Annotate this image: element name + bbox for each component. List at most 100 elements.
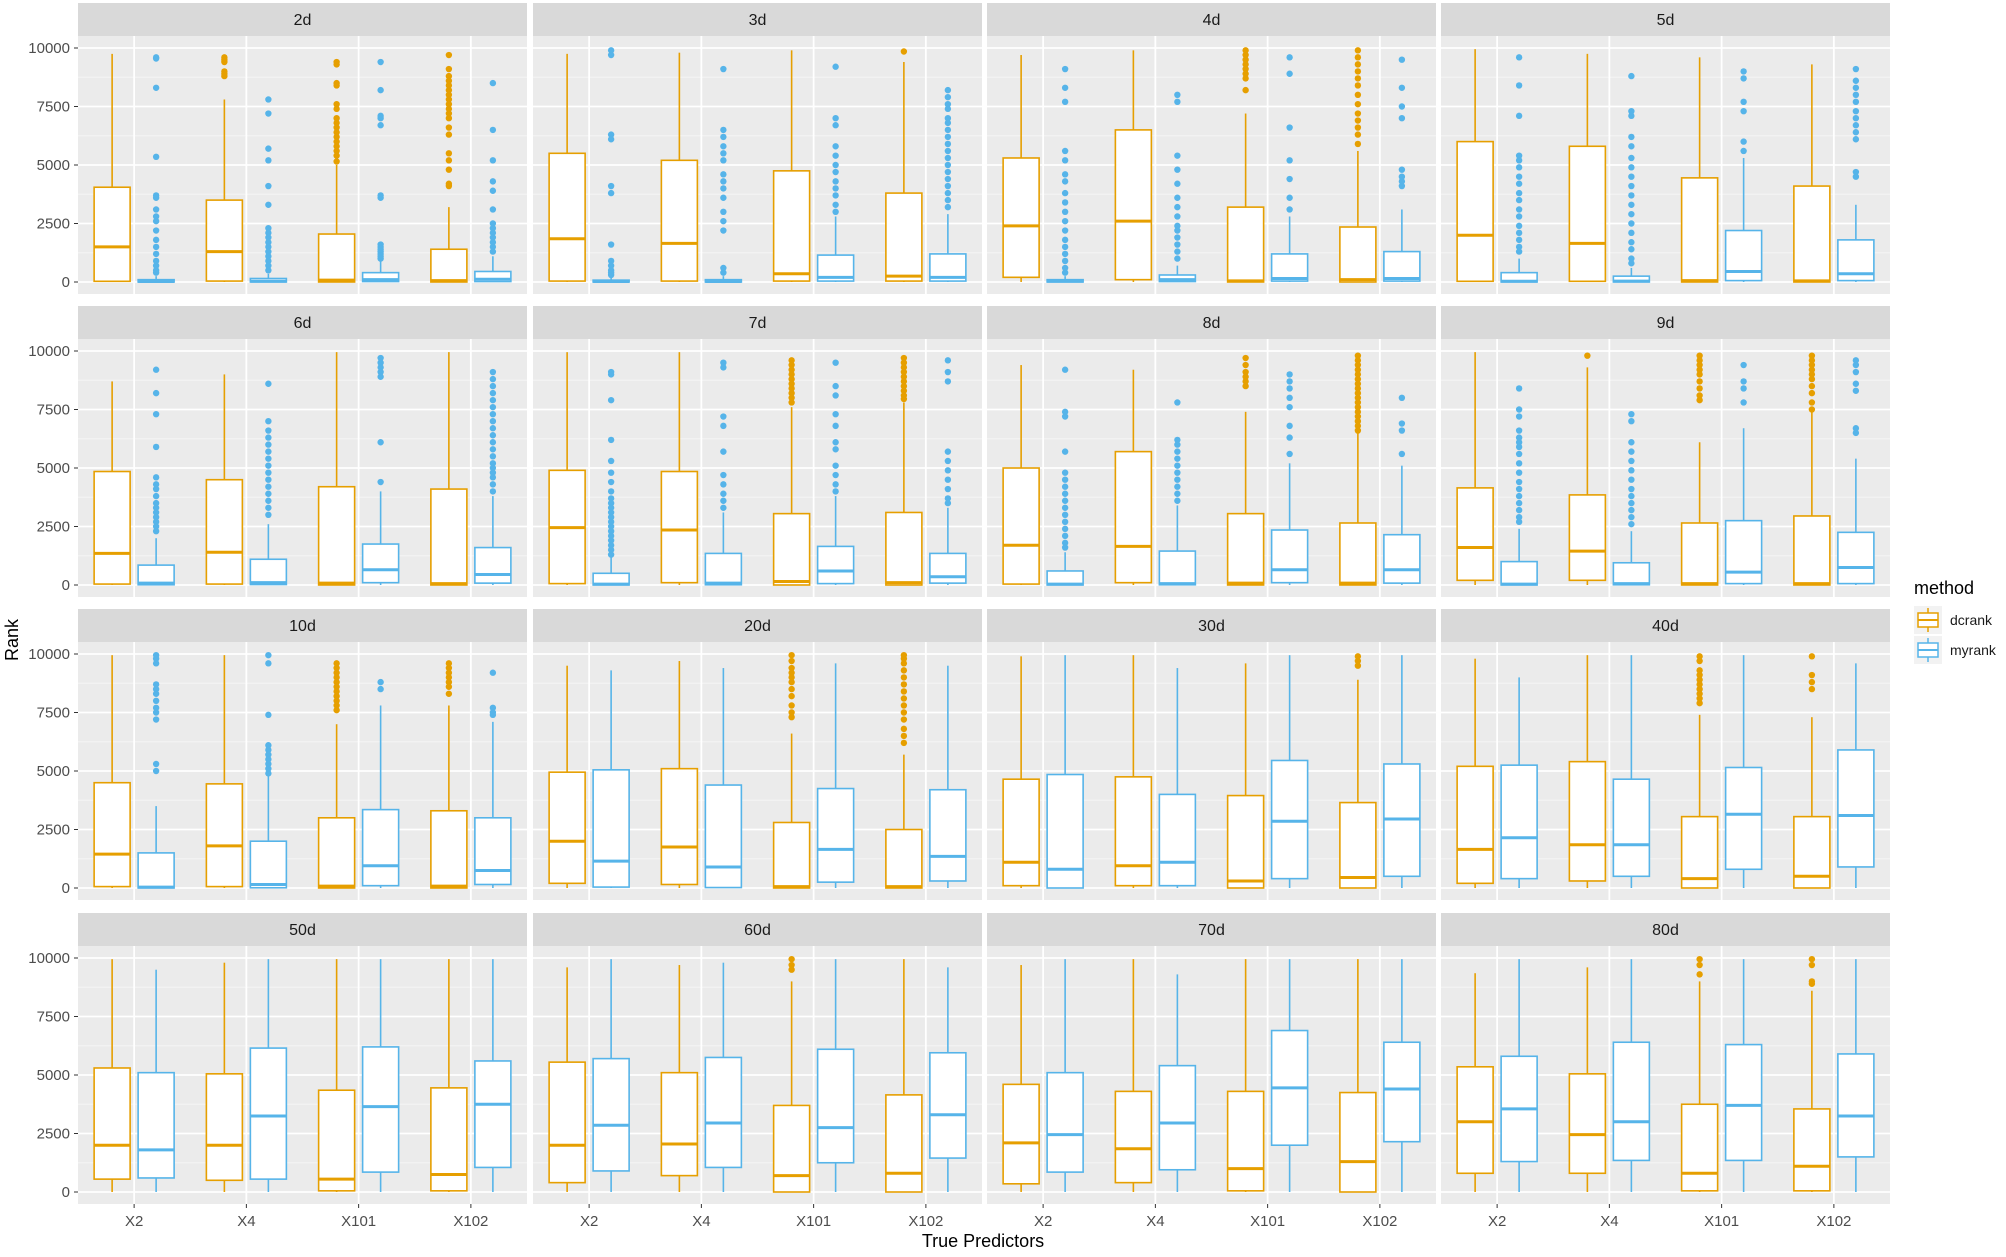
facet-panel-60d: 60d X2 X4 X101 X102 bbox=[533, 913, 982, 1230]
outlier-point bbox=[720, 364, 727, 371]
outlier-point bbox=[832, 481, 839, 488]
box-iqr bbox=[1226, 1090, 1265, 1192]
outlier-point bbox=[377, 439, 384, 446]
outlier-point bbox=[1852, 122, 1860, 129]
legend: method dcrank myrank bbox=[1914, 578, 1997, 664]
outlier-point bbox=[489, 375, 497, 383]
facet-panel-3d: 3d bbox=[533, 3, 982, 294]
outlier-point bbox=[1398, 115, 1406, 122]
outlier-point bbox=[788, 664, 795, 672]
facet-strip bbox=[987, 913, 1436, 946]
outlier-point bbox=[1740, 138, 1747, 145]
outlier-point bbox=[944, 168, 952, 176]
outlier-point bbox=[944, 495, 952, 502]
outlier-point bbox=[720, 194, 727, 201]
outlier-point bbox=[607, 396, 615, 404]
box-iqr bbox=[1383, 1041, 1421, 1143]
box-X4-myrank bbox=[704, 668, 743, 889]
outlier-point bbox=[1628, 520, 1635, 528]
outlier-point bbox=[489, 403, 497, 411]
outlier-point bbox=[377, 86, 384, 94]
facet-strip-label: 6d bbox=[294, 315, 312, 332]
facet-strip-label: 8d bbox=[1203, 315, 1221, 332]
outlier-point bbox=[900, 364, 908, 371]
outlier-point bbox=[788, 966, 795, 973]
outlier-point bbox=[333, 82, 340, 89]
outlier-point bbox=[1740, 107, 1747, 115]
outlier-point bbox=[832, 185, 839, 192]
outlier-point bbox=[1174, 234, 1181, 241]
outlier-point bbox=[1740, 68, 1747, 75]
outlier-point bbox=[1242, 361, 1249, 369]
outlier-point bbox=[1242, 56, 1249, 63]
facet-panel-6d: 6d 0 2500 5000 7500 10000 bbox=[28, 306, 527, 597]
y-tick-label: 7500 bbox=[37, 99, 70, 116]
outlier-point bbox=[832, 392, 839, 399]
outlier-point bbox=[944, 119, 952, 127]
outlier-point bbox=[1242, 65, 1249, 73]
outlier-point bbox=[900, 395, 908, 403]
outlier-point bbox=[1628, 410, 1635, 418]
outlier-point bbox=[1061, 497, 1069, 504]
box-iqr bbox=[660, 470, 699, 584]
box-iqr bbox=[361, 808, 400, 887]
outlier-point bbox=[377, 364, 384, 371]
outlier-point bbox=[1174, 152, 1181, 159]
outlier-point bbox=[377, 115, 384, 122]
box-iqr bbox=[1114, 129, 1153, 281]
box-X4-dcrank bbox=[1114, 369, 1153, 585]
box-X102-myrank bbox=[1837, 357, 1875, 585]
outlier-point bbox=[832, 63, 839, 70]
outlier-point bbox=[900, 732, 908, 740]
outlier-point bbox=[1354, 54, 1362, 61]
box-iqr bbox=[660, 1071, 699, 1177]
outlier-point bbox=[1696, 396, 1703, 404]
box-X102-myrank bbox=[1837, 959, 1875, 1192]
box-X101-dcrank bbox=[1226, 47, 1265, 283]
outlier-point bbox=[832, 382, 839, 390]
outlier-point bbox=[1354, 418, 1362, 425]
outlier-point bbox=[1852, 368, 1860, 376]
outlier-point bbox=[944, 448, 952, 455]
box-iqr bbox=[1339, 522, 1377, 586]
box-iqr bbox=[1270, 759, 1309, 880]
box-X2-dcrank bbox=[1002, 55, 1040, 282]
box-X2-myrank bbox=[1500, 677, 1538, 888]
outlier-point bbox=[445, 683, 453, 690]
outlier-point bbox=[1852, 380, 1860, 387]
y-tick-label: 7500 bbox=[37, 402, 70, 419]
outlier-point bbox=[832, 488, 839, 495]
outlier-point bbox=[900, 667, 908, 674]
outlier-point bbox=[607, 488, 615, 495]
facet-strip-label: 60d bbox=[744, 922, 771, 939]
facet-strip bbox=[987, 609, 1436, 642]
outlier-point bbox=[265, 742, 272, 749]
box-iqr bbox=[1680, 815, 1719, 889]
outlier-point bbox=[720, 422, 727, 430]
outlier-point bbox=[265, 224, 272, 232]
outlier-point bbox=[377, 58, 384, 66]
outlier-point bbox=[1061, 250, 1069, 258]
outlier-point bbox=[1808, 653, 1816, 660]
facet-panel-70d: 70d X2 X4 X101 X102 bbox=[987, 913, 1436, 1230]
box-iqr bbox=[1114, 450, 1153, 584]
outlier-point bbox=[607, 495, 615, 502]
outlier-point bbox=[1061, 84, 1069, 91]
outlier-point bbox=[1061, 178, 1069, 185]
outlier-point bbox=[1286, 422, 1293, 430]
outlier-point bbox=[900, 681, 908, 688]
facet-panel-10d: 10d 0 2500 5000 7500 10000 bbox=[28, 609, 527, 900]
outlier-point bbox=[445, 72, 453, 80]
outlier-point bbox=[489, 474, 497, 481]
outlier-point bbox=[1061, 539, 1069, 547]
outlier-point bbox=[1808, 382, 1816, 390]
box-iqr bbox=[1568, 760, 1607, 882]
facet-strip-label: 40d bbox=[1652, 618, 1679, 635]
outlier-point bbox=[607, 542, 615, 549]
y-tick-label: 2500 bbox=[37, 1126, 70, 1143]
outlier-point bbox=[1354, 110, 1362, 117]
outlier-point bbox=[489, 229, 497, 237]
box-iqr bbox=[361, 1046, 400, 1173]
outlier-point bbox=[1740, 98, 1747, 106]
